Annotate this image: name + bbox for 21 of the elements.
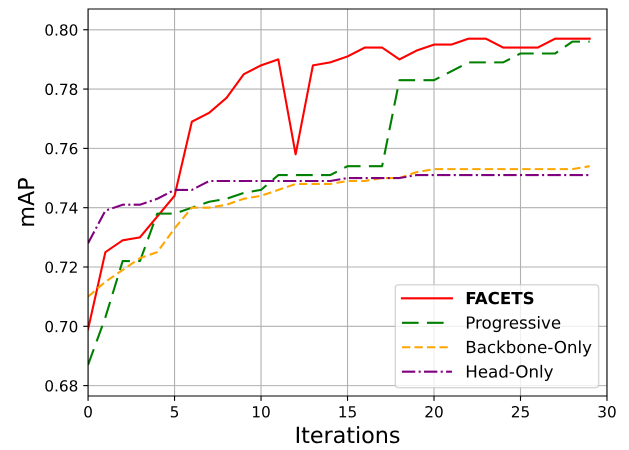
x-tick-label: 15 <box>339 406 356 418</box>
line-series <box>88 174 591 244</box>
y-tick-label: 0.78 <box>45 84 78 96</box>
y-tick-label: 0.74 <box>45 202 78 214</box>
y-tick-label: 0.80 <box>45 24 78 36</box>
y-tick-label: 0.70 <box>45 320 78 332</box>
x-tick-label: 5 <box>170 406 178 418</box>
legend-label: FACETS <box>466 292 534 304</box>
x-tick-label: 30 <box>598 406 616 418</box>
x-tick-label: 0 <box>84 406 92 418</box>
legend-label: Head-Only <box>466 364 554 381</box>
legend-label: Backbone-Only <box>466 340 592 357</box>
y-tick-label: 0.76 <box>45 142 78 154</box>
x-tick-label: 10 <box>252 406 270 418</box>
x-axis-title: Iterations <box>296 426 400 444</box>
y-tick-label: 0.72 <box>45 261 77 274</box>
y-axis-title: mAP <box>18 178 34 226</box>
y-tick-label: 0.68 <box>45 380 78 392</box>
x-tick-label: 25 <box>512 406 529 418</box>
x-tick-label: 20 <box>425 406 443 418</box>
legend-label: Progressive <box>466 316 560 332</box>
